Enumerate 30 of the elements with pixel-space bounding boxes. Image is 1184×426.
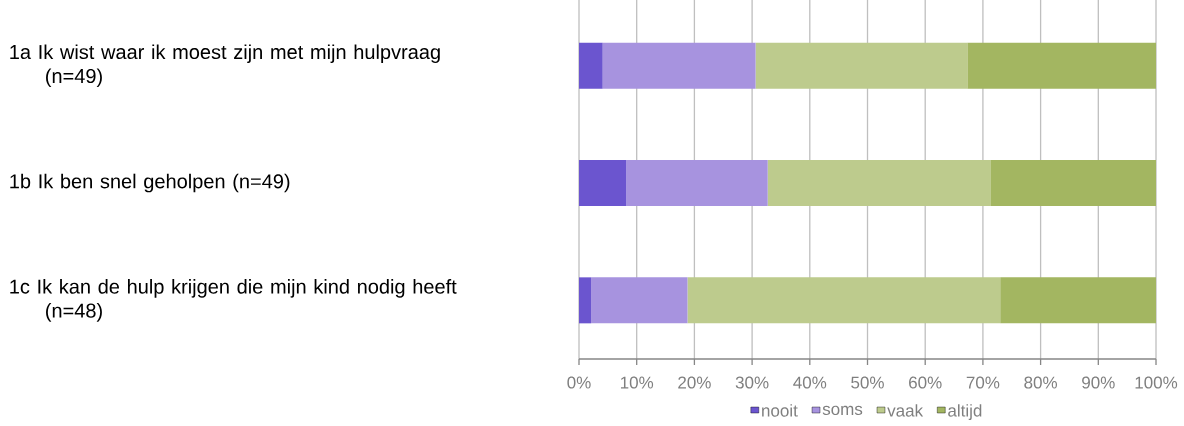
x-tick-label: 100% [1135,376,1178,389]
y-tick-label: 1a Ik wist waar ik moest zijn met mijn hulpvraag (n=49) [10,44,440,88]
bar [602,42,756,89]
legend-label: soms [822,405,863,416]
bar [591,277,688,324]
x-tick-label: 50% [851,376,884,389]
x-tick-label: 70% [966,376,1000,389]
bar [579,42,603,89]
x-tick-label: 30% [735,376,769,389]
legend-label: nooit [762,404,798,417]
x-tick-label: 80% [1024,376,1058,389]
legend-label: vaak [887,404,924,417]
y-tick-label: 1b Ik ben snel geholpen (n=49) [10,173,290,193]
bar [579,277,592,324]
y-tick-label: 1c Ik kan de hulp krijgen die mijn kind nodig heeft (n=48) [10,279,457,322]
bar [755,42,968,89]
bar [767,160,991,207]
legend-label: altijd [948,404,982,421]
bar [1000,277,1157,324]
x-tick-label: 40% [793,376,827,389]
x-tick-label: 10% [620,376,654,389]
bar [626,160,768,207]
bar [687,277,1001,324]
x-tick-label: 90% [1082,376,1115,389]
bar [579,160,627,207]
bar [990,160,1157,207]
bar [967,42,1157,89]
x-tick-label: 0% [567,376,591,389]
x-tick-label: 20% [678,376,711,389]
x-tick-label: 60% [909,376,942,389]
